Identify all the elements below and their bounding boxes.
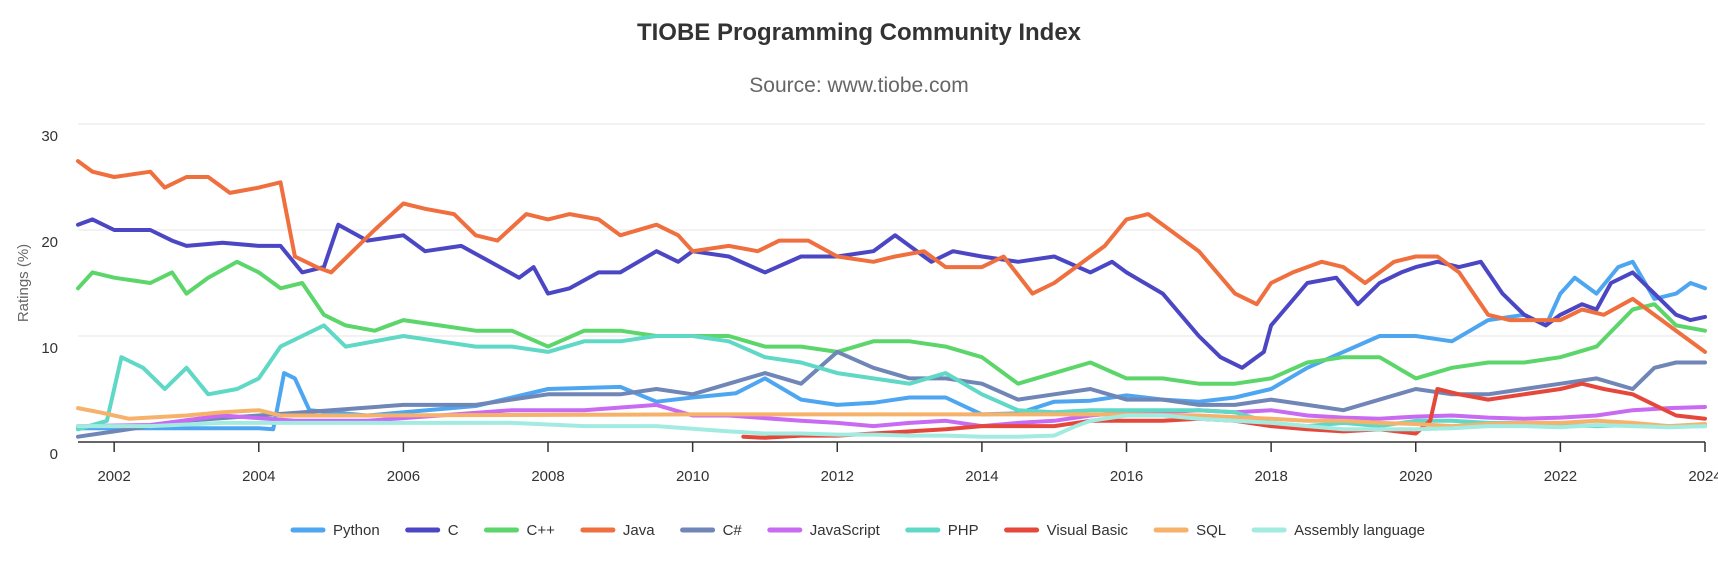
y-tick-label: 20 <box>41 234 58 251</box>
series-line-assembly-language <box>76 413 1707 439</box>
legend-label: Python <box>333 522 380 539</box>
legend-label: C <box>448 522 459 539</box>
x-tick-label: 2020 <box>1399 468 1432 485</box>
x-tick-label: 2002 <box>97 468 130 485</box>
legend-item-php[interactable]: PHP <box>905 522 979 539</box>
x-tick-label: 2024 <box>1688 468 1718 485</box>
series-line-python <box>76 259 1707 432</box>
legend-item-c[interactable]: C <box>405 522 459 539</box>
series-line-c- <box>76 349 1707 439</box>
legend-label: PHP <box>948 522 979 539</box>
x-tick-label: 2006 <box>387 468 420 485</box>
x-tick-label: 2016 <box>1110 468 1143 485</box>
legend[interactable]: Python C C++ Java C# JavaScript PHP Visual Basi… <box>290 522 1425 539</box>
series-line-java <box>76 159 1707 354</box>
series-line-c <box>76 217 1707 370</box>
legend-label: SQL <box>1196 522 1226 539</box>
legend-item-assembly-language[interactable]: Assembly language <box>1251 522 1425 539</box>
y-axis-label: Ratings (%) <box>15 244 32 322</box>
legend-label: Assembly language <box>1294 522 1425 539</box>
legend-item-visual-basic[interactable]: Visual Basic <box>1004 522 1129 539</box>
series-lines <box>76 159 1707 440</box>
y-tick-label: 10 <box>41 340 58 357</box>
y-axis-tick-labels: 0 10 20 30 <box>41 128 58 463</box>
legend-label: JavaScript <box>810 522 881 539</box>
series-line-visual-basic <box>741 381 1707 440</box>
grid-lines <box>78 123 1705 337</box>
x-tick-label: 2008 <box>531 468 564 485</box>
x-tick-label: 2022 <box>1544 468 1577 485</box>
series-line-javascript <box>76 402 1707 429</box>
legend-label: C# <box>723 522 743 539</box>
legend-item-python[interactable]: Python <box>290 522 380 539</box>
x-tick-label: 2012 <box>821 468 854 485</box>
series-line-c- <box>76 259 1707 386</box>
legend-item-java[interactable]: Java <box>580 522 655 539</box>
legend-label: C++ <box>527 522 556 539</box>
legend-label: Java <box>623 522 655 539</box>
legend-item-sql[interactable]: SQL <box>1153 522 1226 539</box>
x-tick-label: 2018 <box>1254 468 1287 485</box>
chart-title: TIOBE Programming Community Index <box>637 19 1082 46</box>
y-tick-label: 30 <box>41 128 58 145</box>
x-tick-label: 2014 <box>965 468 998 485</box>
x-axis-tick-labels: 2002 2004 2006 2008 2010 2012 2014 2016 2018 2020… <box>97 442 1718 485</box>
x-tick-label: 2004 <box>242 468 275 485</box>
y-tick-label: 0 <box>50 446 58 463</box>
legend-item-javascript[interactable]: JavaScript <box>767 522 881 539</box>
x-tick-label: 2010 <box>676 468 709 485</box>
chart-subtitle: Source: www.tiobe.com <box>749 74 968 97</box>
legend-item-c-[interactable]: C++ <box>484 522 556 539</box>
series-line-sql <box>76 406 1707 429</box>
legend-label: Visual Basic <box>1047 522 1129 539</box>
legend-item-c-[interactable]: C# <box>680 522 743 539</box>
